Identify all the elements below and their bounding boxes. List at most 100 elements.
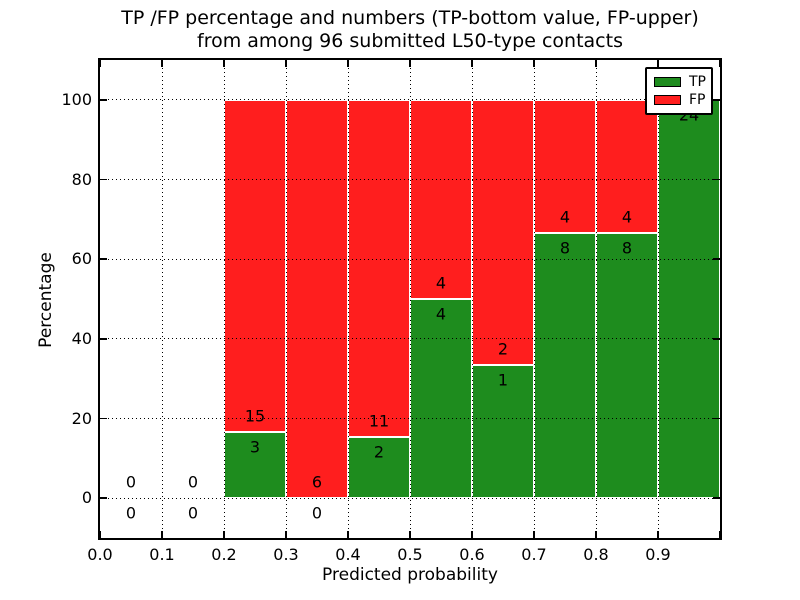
- fp-bar: [596, 99, 658, 233]
- legend-swatch-fp-icon: [654, 95, 681, 105]
- y-tick-left: [100, 99, 107, 101]
- vertical-gridline: [409, 60, 411, 538]
- fp-count-label: 0: [125, 472, 137, 492]
- legend-label-fp: FP: [689, 92, 706, 108]
- x-tick-bottom: [533, 531, 535, 538]
- x-tick-top: [223, 60, 225, 67]
- horizontal-gridline: [100, 418, 720, 419]
- tp-count-label: 0: [125, 503, 137, 523]
- x-tick-label: 0.2: [211, 545, 237, 564]
- y-tick-left: [100, 178, 107, 181]
- tp-bar: [410, 299, 472, 499]
- y-tick-left: [100, 497, 107, 499]
- tp-count-label: 8: [621, 238, 633, 258]
- y-tick-right: [713, 178, 720, 181]
- fp-count-label: 2: [497, 339, 509, 359]
- fp-bar: [472, 99, 534, 366]
- horizontal-gridline: [100, 338, 720, 340]
- horizontal-gridline: [100, 497, 720, 499]
- y-tick-right: [713, 338, 720, 340]
- x-tick-top: [161, 60, 163, 67]
- y-tick-label: 60: [71, 249, 92, 269]
- fp-bar: [286, 99, 348, 499]
- fp-bar: [224, 99, 286, 432]
- x-tick-bottom: [409, 531, 411, 538]
- tp-count-label: 0: [187, 503, 199, 523]
- tp-count-label: 1: [497, 370, 509, 390]
- x-tick-bottom: [347, 531, 349, 538]
- vertical-gridline: [223, 60, 225, 538]
- y-tick-label: 0: [81, 488, 92, 508]
- x-tick-bottom: [657, 531, 659, 538]
- tp-bar: [472, 365, 534, 499]
- tp-bar: [658, 99, 720, 499]
- tp-bar: [596, 232, 658, 499]
- y-tick-label: 80: [71, 169, 92, 189]
- x-tick-top: [347, 60, 349, 67]
- tp-count-label: 8: [559, 238, 571, 258]
- legend-label-tp: TP: [689, 74, 706, 90]
- tp-count-label: 0: [311, 503, 323, 523]
- y-tick-label: 40: [71, 328, 92, 348]
- chart-title-line2: from among 96 submitted L50-type contact…: [197, 30, 623, 52]
- chart-title: TP /FP percentage and numbers (TP-bottom…: [121, 7, 699, 53]
- x-tick-label: 0.4: [335, 545, 361, 564]
- x-tick-bottom: [223, 531, 225, 538]
- fp-bar: [348, 99, 410, 437]
- x-tick-label: 0.9: [645, 545, 671, 564]
- y-tick-left: [100, 417, 107, 420]
- y-tick-label: 100: [61, 89, 92, 109]
- fp-bar: [534, 99, 596, 233]
- x-tick-label: 0.1: [149, 545, 175, 564]
- x-tick-label: 0.8: [583, 545, 609, 564]
- legend: TP FP: [645, 67, 713, 115]
- vertical-gridline: [285, 60, 287, 538]
- fp-bar: [410, 99, 472, 299]
- y-tick-right: [713, 497, 720, 499]
- vertical-gridline: [161, 60, 163, 538]
- vertical-gridline: [347, 60, 349, 538]
- tp-bar: [348, 436, 410, 499]
- horizontal-gridline: [100, 99, 720, 101]
- tp-count-label: 2: [373, 442, 385, 462]
- x-tick-bottom: [471, 531, 473, 538]
- vertical-gridline: [533, 60, 535, 538]
- y-tick-label: 20: [71, 408, 92, 428]
- tp-bar: [224, 431, 286, 499]
- tp-count-label: 3: [249, 437, 261, 457]
- fp-count-label: 11: [368, 411, 390, 431]
- x-tick-label: 0.3: [273, 545, 299, 564]
- chart-title-line1: TP /FP percentage and numbers (TP-bottom…: [121, 7, 699, 29]
- y-tick-left: [100, 338, 107, 340]
- x-tick-bottom: [99, 531, 101, 538]
- x-tick-label: 0.6: [459, 545, 485, 564]
- y-tick-right: [713, 99, 720, 101]
- x-tick-bottom: [285, 531, 287, 538]
- vertical-gridline: [595, 60, 597, 538]
- y-tick-right: [713, 417, 720, 420]
- y-tick-left: [100, 258, 107, 260]
- x-tick-top: [595, 60, 597, 67]
- right-spine: [720, 58, 722, 540]
- x-tick-top: [657, 60, 659, 67]
- tp-count-label: 4: [435, 304, 447, 324]
- bottom-spine: [98, 538, 722, 540]
- top-spine: [98, 58, 722, 60]
- y-tick-right: [713, 258, 720, 260]
- x-tick-top: [533, 60, 535, 67]
- fp-count-label: 0: [187, 472, 199, 492]
- legend-swatch-tp-icon: [654, 77, 681, 87]
- fp-count-label: 15: [244, 406, 266, 426]
- tp-bar: [534, 232, 596, 499]
- x-tick-label: 0.0: [87, 545, 113, 564]
- x-tick-label: 0.7: [521, 545, 547, 564]
- legend-entry-tp: TP: [654, 73, 711, 91]
- legend-entry-fp: FP: [654, 91, 711, 109]
- fp-count-label: 4: [559, 207, 571, 227]
- left-spine: [98, 58, 100, 540]
- x-tick-bottom: [161, 531, 163, 538]
- vertical-gridline: [471, 60, 473, 538]
- x-tick-top: [409, 60, 411, 67]
